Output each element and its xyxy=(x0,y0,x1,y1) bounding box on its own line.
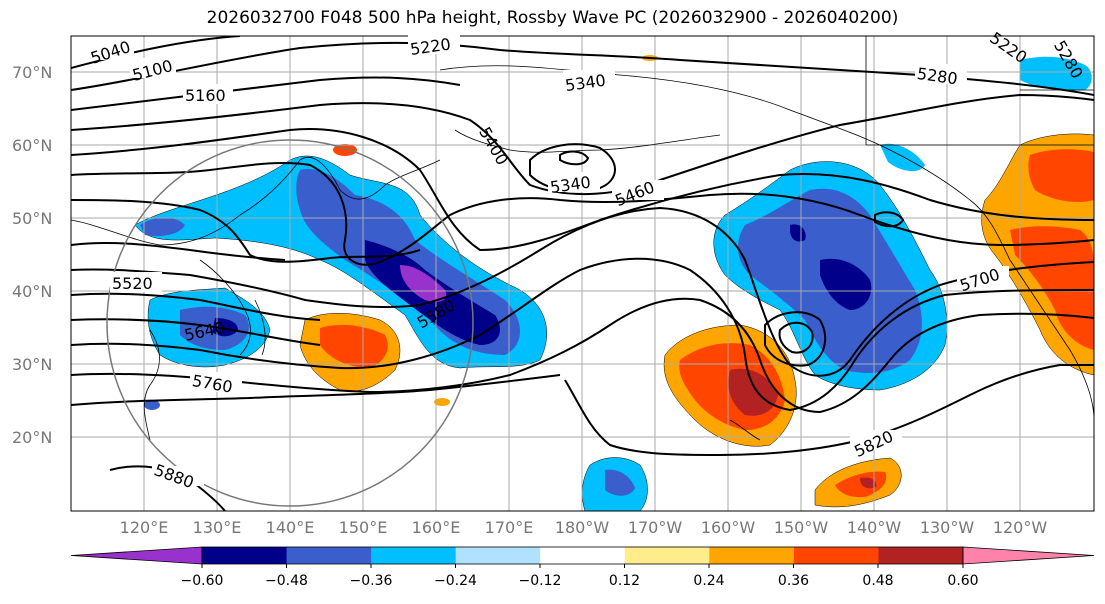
positive-anomaly-southeast xyxy=(814,457,902,508)
colorbar-swatch xyxy=(624,547,710,564)
positive-anomaly-central-pacific xyxy=(663,324,797,447)
colorbar-swatch xyxy=(202,547,288,564)
lat-label-70n: 70°N xyxy=(12,63,52,82)
small-anomaly-spots xyxy=(144,55,658,410)
lon-label: 150°E xyxy=(339,518,388,537)
contour-label: 5160 xyxy=(185,86,226,105)
lat-label-50n: 50°N xyxy=(12,209,52,228)
map-title: 2026032700 F048 500 hPa height, Rossby W… xyxy=(206,8,899,28)
positive-anomaly-east-of-japan xyxy=(299,313,401,392)
colorbar-extend-high xyxy=(962,546,1095,565)
lat-label-40n: 40°N xyxy=(12,282,52,301)
negative-anomaly-hawaii-south xyxy=(582,457,648,511)
colorbar-swatch xyxy=(286,547,372,564)
reference-circle xyxy=(106,139,474,507)
lon-label: 180°W xyxy=(555,518,610,537)
colorbar-tick-label: 0.12 xyxy=(609,573,640,589)
lat-label-60n: 60°N xyxy=(12,136,52,155)
lon-label: 120°E xyxy=(120,518,169,537)
lon-label: 120°W xyxy=(993,518,1048,537)
graticule xyxy=(71,36,1094,511)
contour-label-group: 5040 5100 5160 5220 5280 5340 5340 5400 … xyxy=(88,28,1087,492)
height-contours xyxy=(71,36,1094,511)
colorbar-tick-label: −0.48 xyxy=(265,573,308,589)
colorbar-swatch xyxy=(878,547,964,564)
longitude-labels: 120°E 130°E 140°E 150°E 160°E 170°E 180°… xyxy=(120,518,1048,537)
colorbar-tick-label: −0.36 xyxy=(350,573,393,589)
lon-label: 160°W xyxy=(701,518,756,537)
colorbar-tick-label: −0.12 xyxy=(519,573,562,589)
colorbar-swatch xyxy=(709,547,795,564)
lon-label: 160°E xyxy=(412,518,461,537)
colorbar-tick-label: 0.36 xyxy=(778,573,809,589)
colorbar-swatch xyxy=(540,547,626,564)
colorbar-swatch xyxy=(455,547,541,564)
colorbar-tick-label: 0.60 xyxy=(947,573,978,589)
positive-anomaly-north-america xyxy=(981,133,1094,376)
negative-anomaly-west-pacific xyxy=(134,155,547,369)
colorbar-tick-label: −0.60 xyxy=(181,573,224,589)
coastlines xyxy=(71,36,1094,441)
latitude-labels: 70°N 60°N 50°N 40°N 30°N 20°N xyxy=(12,63,52,447)
colorbar-tick-label: 0.24 xyxy=(693,573,724,589)
lon-label: 140°E xyxy=(266,518,315,537)
contour-label: 5520 xyxy=(112,274,153,293)
lon-label: 130°E xyxy=(193,518,242,537)
lon-label: 170°W xyxy=(628,518,683,537)
colorbar-swatch xyxy=(371,547,457,564)
lon-label: 150°W xyxy=(774,518,829,537)
colorbar-tick-label: 0.48 xyxy=(862,573,893,589)
lon-label: 140°W xyxy=(847,518,902,537)
map-frame xyxy=(70,35,1095,512)
colorbar-swatch xyxy=(793,547,879,564)
lon-label: 130°W xyxy=(920,518,975,537)
colorbar-tick-label: −0.24 xyxy=(434,573,477,589)
colorbar-extend-low xyxy=(70,546,203,565)
lat-label-20n: 20°N xyxy=(12,428,52,447)
lon-label: 170°E xyxy=(485,518,534,537)
lat-label-30n: 30°N xyxy=(12,355,52,374)
colorbar: −0.60 −0.48 −0.36 −0.24 −0.12 0.12 0.24 0.36 0.4… xyxy=(70,546,1095,589)
